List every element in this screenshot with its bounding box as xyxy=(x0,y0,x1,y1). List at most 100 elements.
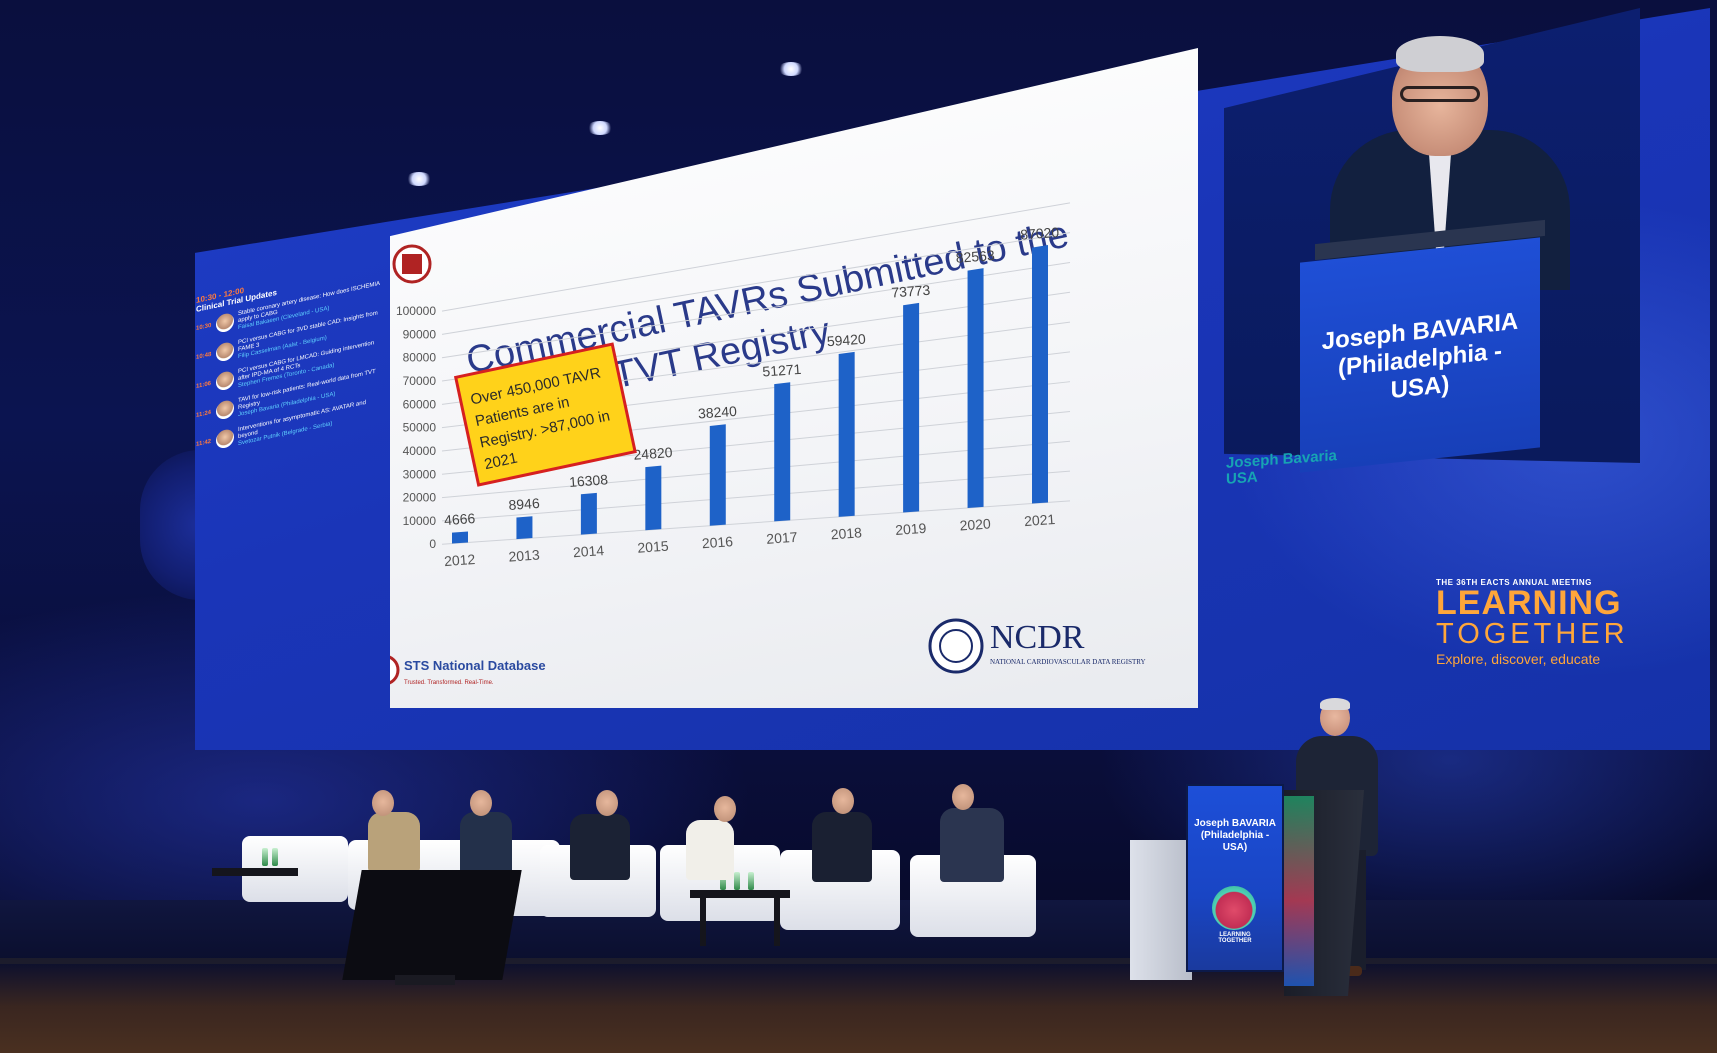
y-tick-label: 90000 xyxy=(403,327,437,341)
gridline xyxy=(441,440,1071,499)
bar-2013 xyxy=(516,516,533,540)
brand-meeting-name: THE 36TH EACTS ANNUAL MEETING xyxy=(1436,578,1592,587)
panelist xyxy=(940,808,1004,882)
panelist-head xyxy=(470,790,492,816)
bar-value-label: 16308 xyxy=(569,471,609,490)
footer-ncdr-sub: NATIONAL CARDIOVASCULAR DATA REGISTRY xyxy=(990,658,1146,666)
panelist xyxy=(460,812,512,874)
bar-value-label: 51271 xyxy=(762,361,802,380)
session-agenda: 10:30 - 12:00 Clinical Trial Updates 10:… xyxy=(196,256,386,546)
x-category-label: 2016 xyxy=(701,533,733,551)
bar-value-label: 73773 xyxy=(891,282,931,301)
panelist xyxy=(368,812,420,872)
agenda-item-time: 11:24 xyxy=(196,409,212,419)
acc-seal-icon xyxy=(928,618,984,674)
agenda-item-time: 10:30 xyxy=(196,322,212,332)
ceiling-light xyxy=(778,62,804,76)
coffee-table-leg xyxy=(774,896,780,946)
stage-pedestal xyxy=(1130,840,1192,980)
bar-value-label: 24820 xyxy=(633,444,673,463)
podium-name-line1: Joseph BAVARIA xyxy=(1194,818,1276,829)
ceiling-light xyxy=(406,172,432,186)
x-category-label: 2021 xyxy=(1024,511,1056,529)
podium-logo-together: TOGETHER xyxy=(1218,938,1252,944)
panelist-head xyxy=(952,784,974,810)
ceiling-light xyxy=(587,121,613,135)
coffee-table xyxy=(690,890,790,898)
gridline xyxy=(441,202,1071,312)
water-bottle xyxy=(734,872,740,890)
x-category-label: 2012 xyxy=(444,551,476,569)
bar-value-label: 87020 xyxy=(1020,224,1060,243)
sts-logo-mark xyxy=(402,254,422,274)
bar-2019 xyxy=(903,302,920,513)
stage-monitor xyxy=(342,870,522,980)
side-table xyxy=(212,868,298,876)
agenda-item-time: 10:48 xyxy=(196,351,212,361)
bar-value-label: 4666 xyxy=(444,510,476,528)
bar-2021 xyxy=(1032,245,1048,504)
x-category-label: 2013 xyxy=(508,546,540,564)
y-tick-label: 40000 xyxy=(403,444,437,458)
y-tick-label: 80000 xyxy=(403,351,437,365)
y-tick-label: 70000 xyxy=(403,374,437,388)
bar-2016 xyxy=(709,424,726,526)
y-tick-label: 20000 xyxy=(403,491,437,505)
water-bottle xyxy=(262,848,268,866)
panelist xyxy=(812,812,872,882)
footer-sts: STS National Database xyxy=(404,658,546,673)
agenda-item-time: 11:06 xyxy=(196,380,212,390)
speaker-hair xyxy=(1320,698,1350,710)
speaker-glasses-icon xyxy=(1400,86,1480,102)
footer-ncdr: NCDR xyxy=(990,619,1085,656)
speaker-avatar xyxy=(216,427,234,450)
stage-edge xyxy=(0,958,1717,964)
speaker-avatar xyxy=(216,369,234,392)
speaker-avatar xyxy=(216,398,234,421)
x-category-label: 2015 xyxy=(637,538,669,556)
bar-value-label: 38240 xyxy=(697,403,737,422)
slide-chart: Commercial TAVRs Submitted to the TVT Re… xyxy=(390,202,1146,686)
y-tick-label: 60000 xyxy=(403,397,437,411)
meeting-branding: THE 36TH EACTS ANNUAL MEETING LEARNING T… xyxy=(1436,578,1646,667)
bar-value-label: 8946 xyxy=(508,495,540,513)
water-bottle xyxy=(272,848,278,866)
bar-2017 xyxy=(774,382,791,522)
y-tick-label: 100000 xyxy=(396,304,436,318)
y-tick-label: 0 xyxy=(429,537,436,551)
panelist-head xyxy=(372,790,394,816)
heart-lungs-logo-icon xyxy=(1212,886,1256,930)
speaker-avatar xyxy=(216,340,234,363)
panelist-head xyxy=(714,796,736,822)
speaker-video-hair xyxy=(1396,36,1484,72)
bar-2018 xyxy=(838,351,855,517)
panelist-head xyxy=(832,788,854,814)
x-category-label: 2014 xyxy=(572,542,604,560)
bar-2015 xyxy=(645,465,662,531)
bar-2014 xyxy=(580,492,597,535)
water-bottle xyxy=(720,872,726,890)
x-category-label: 2017 xyxy=(766,529,798,547)
coffee-table-leg xyxy=(700,896,706,946)
podium-logo-text: LEARNING TOGETHER xyxy=(1186,932,1284,944)
gridline xyxy=(441,261,1071,359)
footer-sts-tag: Trusted. Transformed. Real-Time. xyxy=(404,680,494,686)
podium-logo-learning: LEARNING xyxy=(1219,932,1251,938)
podium-name: Joseph BAVARIA (Philadelphia - USA) xyxy=(1186,818,1284,854)
sts-footer-logo-icon xyxy=(390,655,400,685)
podium-name-line3: USA) xyxy=(1222,842,1248,853)
bar-2020 xyxy=(967,268,984,508)
x-category-label: 2018 xyxy=(830,524,862,542)
agenda-item-time: 11:42 xyxy=(196,438,212,448)
callout-line4: 2021 xyxy=(483,450,519,474)
panelist-head xyxy=(596,790,618,816)
brand-together: TOGETHER xyxy=(1436,618,1629,650)
speaker-avatar xyxy=(216,311,234,334)
y-tick-label: 50000 xyxy=(403,421,437,435)
acc-seal-inner xyxy=(939,629,973,663)
brand-learning: LEARNING xyxy=(1436,584,1622,622)
bar-2012 xyxy=(452,531,468,544)
callout-box xyxy=(453,342,637,487)
panelist xyxy=(570,814,630,880)
bar-value-label: 82563 xyxy=(955,247,995,266)
